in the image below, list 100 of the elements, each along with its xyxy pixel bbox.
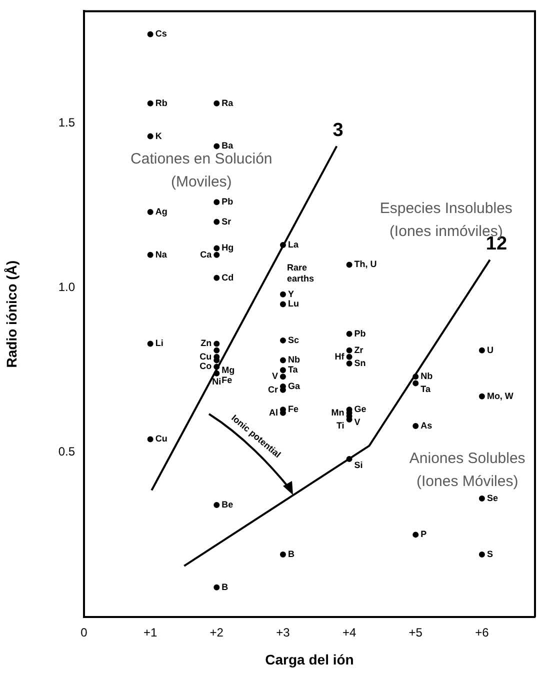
x-tick-label: +2 <box>210 626 224 640</box>
point <box>478 551 485 558</box>
point <box>214 502 220 508</box>
point <box>412 532 419 538</box>
x-axis-title: Carga del ión <box>265 651 354 668</box>
annotation: Zr <box>354 344 364 355</box>
x-tick-label: +5 <box>408 626 423 640</box>
annotation: S <box>486 548 493 559</box>
point <box>346 354 352 360</box>
y-axis-title: Radio iónico (Å) <box>3 260 20 368</box>
annotation: Sn <box>354 358 366 368</box>
point <box>214 218 220 225</box>
point <box>214 584 220 590</box>
annotation: Ag <box>155 206 168 217</box>
annotation: Co <box>200 361 212 372</box>
annotation: Rb <box>155 98 168 108</box>
annotation: Cationes en Solución <box>130 150 272 168</box>
annotation: Si <box>354 460 363 470</box>
annotation: Mo, W <box>486 390 514 401</box>
point <box>346 262 352 268</box>
y-tick-label: 1.5 <box>58 115 76 130</box>
point <box>147 133 154 140</box>
annotation: Lu <box>288 298 299 309</box>
point <box>147 340 154 347</box>
annotation: Sr <box>222 216 232 226</box>
y-tick-label: 0.5 <box>58 444 76 459</box>
annotation: Hg <box>222 242 234 253</box>
point <box>478 495 485 502</box>
annotation: K <box>155 130 162 141</box>
point <box>478 393 485 400</box>
annotation: Cr <box>268 384 278 394</box>
annotation: Na <box>155 249 168 260</box>
annotation: Li <box>155 338 164 348</box>
annotation: V <box>354 417 360 428</box>
point <box>214 364 220 370</box>
point <box>412 423 419 430</box>
point <box>214 199 220 206</box>
x-tick-label: +4 <box>342 626 356 640</box>
point <box>280 357 286 364</box>
point <box>280 551 286 558</box>
annotation: Ta <box>420 384 432 394</box>
annotation: Cd <box>222 272 234 282</box>
annotation: Ra <box>222 98 234 108</box>
annotation: Hf <box>334 351 346 362</box>
point <box>280 242 286 248</box>
annotation: Sc <box>288 334 299 345</box>
x-tick-label: +6 <box>475 626 490 640</box>
annotation: Ge <box>354 404 366 414</box>
point <box>280 374 286 380</box>
annotation: Zn <box>200 338 212 348</box>
annotation: Cu <box>200 351 212 362</box>
annotation: Al <box>268 407 278 418</box>
annotation: Th, U <box>354 259 377 270</box>
point <box>147 436 154 442</box>
series-label: 3 <box>332 120 344 141</box>
point <box>147 252 154 258</box>
annotation: Pb <box>222 196 234 207</box>
point <box>346 347 352 354</box>
annotation: Rare earths <box>286 262 314 284</box>
y-tick-label: 1.0 <box>58 280 76 294</box>
point <box>214 100 220 106</box>
annotation: B <box>222 582 229 592</box>
annotation: U <box>486 344 494 355</box>
x-tick-label: +3 <box>276 626 290 640</box>
annotation: La <box>288 239 300 250</box>
point <box>478 347 485 354</box>
annotation: Nb <box>288 354 300 365</box>
point <box>214 252 220 258</box>
point <box>412 380 419 386</box>
point <box>346 360 352 366</box>
x-tick-label: +1 <box>143 626 158 640</box>
annotation: B <box>288 548 295 559</box>
annotation: Fe <box>288 404 298 414</box>
point <box>214 274 220 281</box>
annotation: Be <box>222 500 234 510</box>
annotation: Pb <box>354 328 366 338</box>
point <box>346 456 352 462</box>
point <box>147 100 154 106</box>
annotation: Mn <box>331 407 344 418</box>
point <box>280 291 286 298</box>
point <box>280 337 286 344</box>
point <box>280 301 286 308</box>
annotation: Cu <box>155 434 168 444</box>
annotation: Ca <box>200 249 213 260</box>
annotation: Ti <box>336 420 344 430</box>
annotation: Fe <box>222 374 232 385</box>
point <box>412 374 419 380</box>
annotation: Ba <box>222 140 234 151</box>
point <box>214 347 220 354</box>
annotation: P <box>420 529 427 540</box>
annotation: (Iones Móviles) <box>416 473 518 490</box>
annotation: Ga <box>288 381 301 392</box>
annotation: (Moviles) <box>170 174 232 191</box>
annotation: V <box>272 371 278 382</box>
x-tick-label: 0 <box>80 626 88 640</box>
annotation: Nb <box>420 371 434 382</box>
annotation: Y <box>288 288 294 299</box>
annotation: Se <box>486 492 498 503</box>
point <box>214 370 220 376</box>
annotation: As <box>420 420 432 431</box>
